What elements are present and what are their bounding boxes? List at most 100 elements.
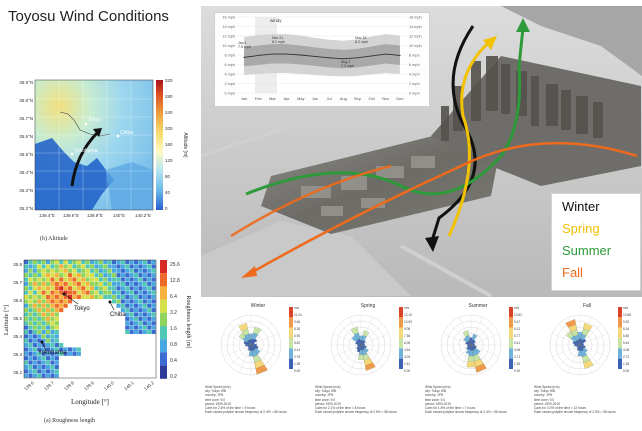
winter-wind-arrow xyxy=(429,25,477,245)
inset-y-tick-right: 16 mph xyxy=(409,15,422,19)
roughness-colorbar-ticks: 25.6 12.8 6.4 3.2 1.6 0.8 0.4 0.2 xyxy=(170,262,180,380)
inset-y-tick-right: 12 mph xyxy=(409,34,422,38)
svg-text:0.4: 0.4 xyxy=(170,358,177,364)
wind-rose-notes: Wind Speed (m/s) city: Tokyo HIB country: … xyxy=(205,385,288,415)
svg-text:140°E: 140°E xyxy=(113,213,125,218)
inset-x-tick: Jan xyxy=(241,96,247,101)
inset-x-tick: Aug xyxy=(340,96,347,101)
wind-rose-scale-tick: m/s xyxy=(404,306,410,310)
inset-y-tick-right: 10 mph xyxy=(409,44,422,48)
fall-wind-arrow xyxy=(248,141,638,276)
svg-text:40: 40 xyxy=(165,190,171,195)
wind-rose-fall: Fall m/s 10.88 9.52 8.16 6.80 5.44 4.08 2.72 1.3… xyxy=(532,303,642,429)
svg-text:139.6°E: 139.6°E xyxy=(63,213,79,218)
wind-rose-spring: Spring m/s 12.10 10.59 9.08 7.56 6.05 4.54 3.03… xyxy=(313,303,423,429)
inset-y-tick: 8 mph xyxy=(224,53,235,57)
inset-annotation-nov: Nov 18 8.2 mph xyxy=(355,36,368,44)
svg-text:200: 200 xyxy=(165,126,173,131)
inset-y-tick: 16 mph xyxy=(222,15,235,19)
wind-rose-scale-tick: m/s xyxy=(623,306,629,310)
inset-y-tick: 6 mph xyxy=(224,63,235,67)
inset-x-tick: May xyxy=(297,96,305,101)
wind-rose-scale-tick: 11.04 xyxy=(294,313,302,317)
svg-text:0: 0 xyxy=(165,206,168,211)
roughness-ylabel: Latitude [°] xyxy=(3,305,10,335)
wind-rose-scale-tick: 8.28 xyxy=(294,327,300,331)
wind-rose-scale-tick: 0.00 xyxy=(404,369,410,373)
wind-rose-scale-tick: 2.76 xyxy=(294,355,300,359)
svg-text:12.8: 12.8 xyxy=(170,278,180,284)
altitude-lon-ticks: 139.4°E 139.6°E 139.8°E 140°E 140.2°E xyxy=(39,213,151,218)
svg-text:240: 240 xyxy=(165,110,173,115)
wind-rose-scale-tick: m/s xyxy=(514,306,520,310)
wind-rose-scale-tick: 5.41 xyxy=(514,341,520,345)
inset-y-tick: 4 mph xyxy=(224,72,235,76)
wind-rose-title: Summer xyxy=(468,303,488,309)
altitude-lat-ticks: 35.9°N 35.8°N 35.7°N 35.6°N 35.5°N 35.4°… xyxy=(19,80,33,211)
svg-text:35.5°N: 35.5°N xyxy=(19,152,33,157)
roughness-colorbar-label: Roughness length [m] xyxy=(185,296,191,349)
inset-y-tick-right: 6 mph xyxy=(409,63,420,67)
roughness-place-tokyo: Tokyo xyxy=(74,306,90,312)
svg-text:35.2°N: 35.2°N xyxy=(19,206,33,211)
inset-point xyxy=(385,53,387,55)
roughness-colorbar xyxy=(160,260,167,379)
wind-rose-notes: Wind Speed (m/s) city: Tokyo HIB country: … xyxy=(534,385,617,415)
svg-text:35.7: 35.7 xyxy=(13,280,22,285)
inset-point xyxy=(243,56,245,58)
inset-x-tick: Mar xyxy=(269,96,277,101)
wind-rose-summer: Summer m/s 10.82 9.47 8.12 6.77 5.41 4.06 2.71 1… xyxy=(423,303,533,429)
wind-rose-scale-tick: m/s xyxy=(294,306,300,310)
altitude-colorbar xyxy=(156,80,163,210)
inset-y-tick: 14 mph xyxy=(222,25,235,29)
inset-point xyxy=(300,54,302,56)
roughness-lat-ticks: 35.8 35.7 35.6 35.5 35.4 35.3 35.2 xyxy=(13,262,22,375)
legend-summer: Summer xyxy=(562,243,612,258)
roughness-map: Tokyo Chiba Yokohama 35.8 35.7 35.6 35.5… xyxy=(2,258,192,418)
svg-text:35.6°N: 35.6°N xyxy=(19,134,33,139)
wind-rose-scale-tick: 4.14 xyxy=(294,348,300,352)
wind-rose-scale-tick: 12.10 xyxy=(404,313,412,317)
wind-rose-scale-tick: 9.47 xyxy=(514,320,520,324)
wind-rose-scale-tick: 9.66 xyxy=(294,320,300,324)
wind-rose-scale-tick: 2.71 xyxy=(514,355,520,359)
altitude-place-chiba: Chiba xyxy=(120,130,133,136)
wind-rose-scale-tick: 6.90 xyxy=(294,334,300,338)
wind-rose-scale-tick: 1.36 xyxy=(623,362,629,366)
page-title: Toyosu Wind Conditions xyxy=(8,8,169,25)
altitude-map: Tokyo Chiba Yokohama 35.9°N 35.8°N 35.7°… xyxy=(2,74,192,234)
svg-text:35.4: 35.4 xyxy=(13,334,22,339)
wind-rose-title: Winter xyxy=(250,303,266,309)
svg-text:25.6: 25.6 xyxy=(170,262,180,268)
altitude-place-tokyo: Tokyo xyxy=(88,117,101,123)
svg-text:140.0: 140.0 xyxy=(103,380,115,391)
svg-text:140.2: 140.2 xyxy=(143,380,155,391)
svg-text:35.8°N: 35.8°N xyxy=(19,98,33,103)
inset-annotation-aug: Aug 1 7.2 mph xyxy=(341,60,354,68)
inset-y-tick-right: 14 mph xyxy=(409,25,422,29)
inset-point xyxy=(342,58,344,60)
svg-text:120: 120 xyxy=(165,158,173,163)
legend-spring: Spring xyxy=(562,221,600,236)
wind-rose-scale-tick: 1.35 xyxy=(514,362,520,366)
legend-winter: Winter xyxy=(562,199,600,214)
wind-rose-scale-tick: 1.38 xyxy=(294,362,300,366)
svg-text:139.8: 139.8 xyxy=(63,380,75,391)
wind-rose-notes: Wind Speed (m/s) city: Tokyo HIB country: … xyxy=(425,385,508,415)
svg-text:35.6: 35.6 xyxy=(13,298,22,303)
wind-rose-winter: Winter m/s 11.04 9.66 8.28 6.90 5.52 4.14 2.76 1… xyxy=(203,303,313,429)
inset-point xyxy=(370,55,373,57)
wind-rose-scale-tick: 8.16 xyxy=(623,327,629,331)
inset-point xyxy=(271,53,274,55)
wind-rose-scale-tick: 9.08 xyxy=(404,327,410,331)
wind-rose-scale-tick: 0.00 xyxy=(294,369,300,373)
svg-text:139.6: 139.6 xyxy=(23,380,35,391)
svg-text:35.3°N: 35.3°N xyxy=(19,188,33,193)
wind-rose-scale-tick: 4.08 xyxy=(623,348,629,352)
svg-text:35.3: 35.3 xyxy=(13,352,22,357)
wind-speed-inset-chart: windy 16 mph 14 mph 12 mph 10 mph 8 mph 6 mph… xyxy=(214,12,430,107)
inset-x-tick: Oct xyxy=(368,96,375,101)
altitude-colorbar-ticks: 320 280 240 200 160 120 80 40 0 xyxy=(165,78,173,211)
wind-rose-title: Fall xyxy=(582,303,592,309)
wind-rose-scale-tick: 1.51 xyxy=(404,362,410,366)
